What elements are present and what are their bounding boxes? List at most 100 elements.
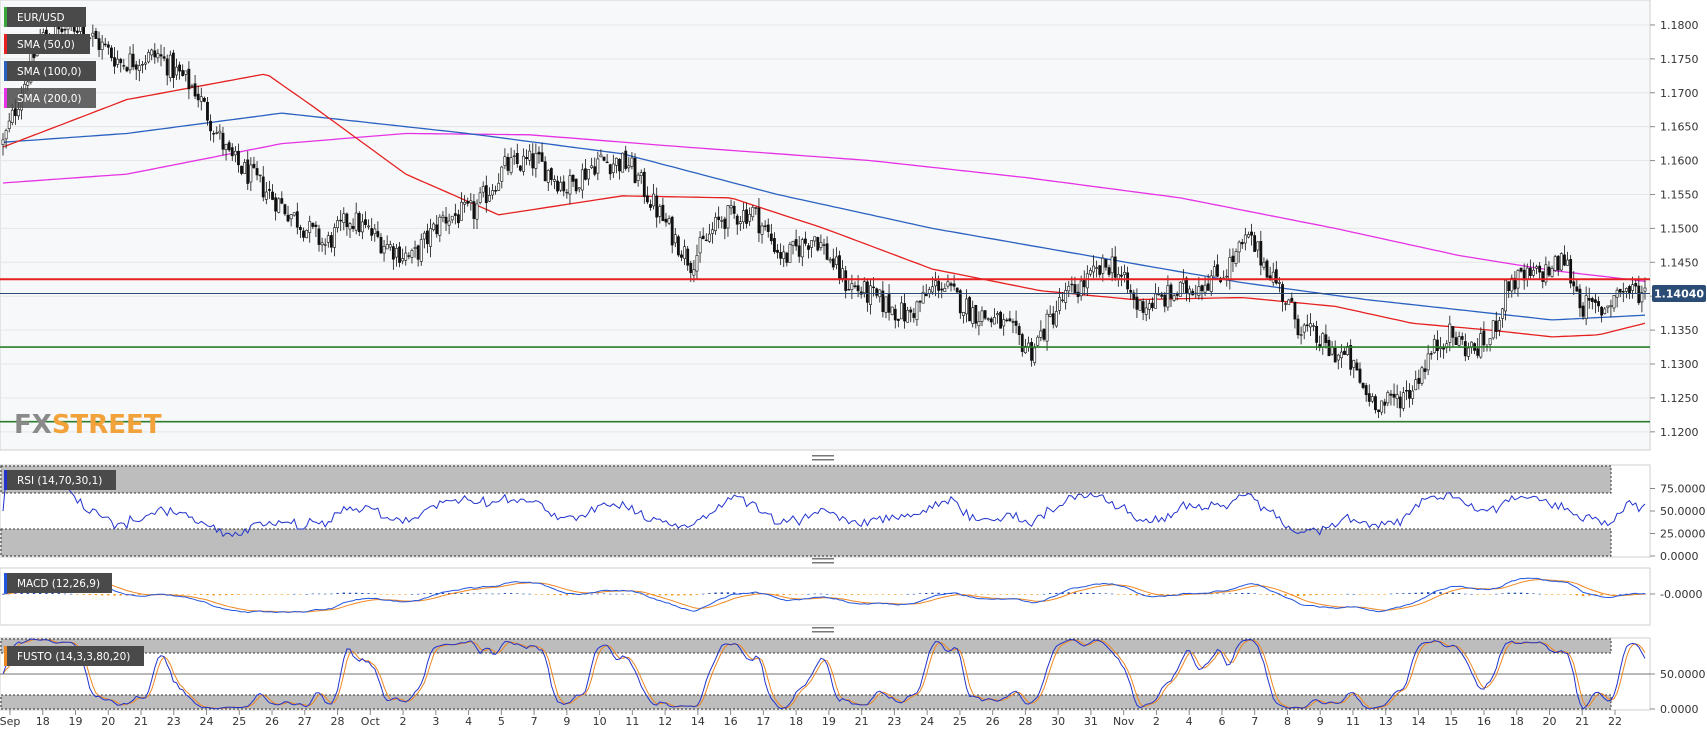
macd-histogram-bar bbox=[1377, 594, 1380, 595]
candle-body bbox=[199, 96, 203, 102]
macd-histogram-bar bbox=[57, 593, 60, 594]
macd-signal-line bbox=[2, 575, 1646, 613]
candle-body bbox=[562, 181, 566, 192]
macd-histogram-bar bbox=[658, 594, 661, 596]
date-tick-label: 15 bbox=[1444, 715, 1458, 728]
candle-body bbox=[1030, 342, 1033, 361]
candle-body bbox=[788, 244, 792, 263]
candle-body bbox=[834, 256, 838, 265]
date-tick-label: 11 bbox=[1346, 715, 1360, 728]
macd-histogram-bar bbox=[1557, 594, 1560, 595]
candle-body bbox=[1048, 313, 1052, 317]
candle-body bbox=[1188, 288, 1191, 295]
candle-body bbox=[1355, 362, 1359, 371]
macd-histogram-bar bbox=[1073, 592, 1077, 594]
macd-histogram-bar bbox=[398, 594, 401, 595]
legend-fusto[interactable]: FUSTO (14,3,3,80,20) bbox=[4, 646, 144, 666]
legend-sma100[interactable]: SMA (100,0) bbox=[4, 61, 96, 81]
macd-histogram-bar bbox=[956, 593, 959, 595]
candle-body bbox=[1284, 303, 1288, 305]
candle-body bbox=[627, 165, 631, 169]
date-tick-label: 21 bbox=[134, 715, 148, 728]
candle-body bbox=[757, 207, 761, 234]
legend-macd[interactable]: MACD (12,26,9) bbox=[4, 573, 112, 593]
candle-body bbox=[97, 38, 101, 50]
candle-body bbox=[692, 269, 696, 276]
legend-sma50[interactable]: SMA (50,0) bbox=[4, 34, 90, 54]
candle-body bbox=[4, 130, 8, 140]
macd-histogram-bar bbox=[1055, 592, 1058, 594]
legend-sma200[interactable]: SMA (200,0) bbox=[4, 88, 96, 108]
date-tick-label: Nov bbox=[1113, 715, 1135, 728]
candle-body bbox=[803, 238, 807, 244]
date-tick-label: 17 bbox=[756, 715, 770, 728]
candle-body bbox=[1637, 285, 1641, 304]
macd-histogram-bar bbox=[670, 594, 674, 596]
macd-histogram-bar bbox=[993, 594, 996, 595]
panel-resize-handles[interactable] bbox=[812, 455, 834, 633]
price-tick-label: 1.1200 bbox=[1660, 426, 1699, 439]
candle-body bbox=[419, 239, 423, 262]
macd-histogram-bar bbox=[324, 593, 327, 595]
candle-body bbox=[1395, 394, 1399, 400]
candle-body bbox=[1488, 338, 1492, 345]
candle-body bbox=[1429, 353, 1433, 355]
candle-body bbox=[1200, 285, 1204, 292]
macd-histogram-bar bbox=[1278, 594, 1281, 596]
macd-histogram-bar bbox=[640, 594, 643, 595]
candle-body bbox=[996, 313, 999, 316]
macd-histogram-bar bbox=[906, 593, 909, 595]
macd-histogram-bar bbox=[1241, 592, 1244, 594]
candle-body bbox=[1067, 285, 1071, 292]
candle-body bbox=[1513, 277, 1517, 290]
date-tick-label: 21 bbox=[855, 715, 869, 728]
macd-histogram-bar bbox=[1612, 594, 1616, 595]
candle-body bbox=[159, 54, 163, 57]
candle-body bbox=[754, 207, 758, 209]
candle-body bbox=[1166, 285, 1170, 308]
candle-body bbox=[865, 281, 869, 303]
candle-body bbox=[1185, 277, 1188, 294]
candle-body bbox=[1389, 393, 1393, 396]
macd-panel[interactable] bbox=[0, 567, 1651, 626]
legend-rsi[interactable]: RSI (14,70,30,1) bbox=[4, 470, 116, 490]
macd-histogram-bar bbox=[478, 593, 482, 595]
candle-body bbox=[714, 217, 717, 232]
candle-body bbox=[611, 163, 615, 173]
macd-histogram-bar bbox=[962, 594, 965, 595]
fusto-overbought-zone bbox=[0, 638, 1612, 654]
legend-symbol[interactable]: EUR/USD bbox=[4, 7, 86, 27]
candle-body bbox=[125, 67, 129, 72]
candle-body bbox=[1237, 241, 1241, 253]
candle-body bbox=[258, 174, 262, 177]
candle-body bbox=[838, 255, 841, 279]
candle-body bbox=[379, 236, 383, 254]
price-panel[interactable] bbox=[0, 0, 1651, 451]
candle-body bbox=[110, 47, 113, 59]
date-tick-label: 4 bbox=[1186, 715, 1193, 728]
candle-body bbox=[289, 214, 293, 220]
price-gridlines bbox=[0, 24, 1650, 433]
macd-histogram-bar bbox=[1216, 593, 1219, 595]
candle-body bbox=[900, 302, 903, 320]
macd-histogram-bar bbox=[1222, 593, 1225, 595]
candle-body bbox=[1476, 348, 1480, 356]
candle-body bbox=[608, 164, 612, 175]
candle-body bbox=[906, 310, 910, 323]
candle-body bbox=[1420, 367, 1424, 384]
macd-histogram-bar bbox=[1588, 594, 1591, 596]
candle-body bbox=[1296, 318, 1300, 336]
candle-body bbox=[351, 226, 355, 229]
candle-body bbox=[1058, 297, 1061, 311]
macd-histogram-bar bbox=[1017, 594, 1021, 595]
candle-body bbox=[1479, 333, 1483, 358]
candle-body bbox=[1135, 296, 1139, 310]
date-tick-label: 5 bbox=[498, 715, 505, 728]
date-tick-label: 20 bbox=[101, 715, 115, 728]
candle-body bbox=[986, 318, 990, 320]
macd-histogram-bar bbox=[943, 593, 947, 594]
macd-histogram-bar bbox=[1129, 594, 1132, 595]
candle-body bbox=[670, 216, 674, 246]
macd-histogram-bar bbox=[268, 594, 271, 595]
